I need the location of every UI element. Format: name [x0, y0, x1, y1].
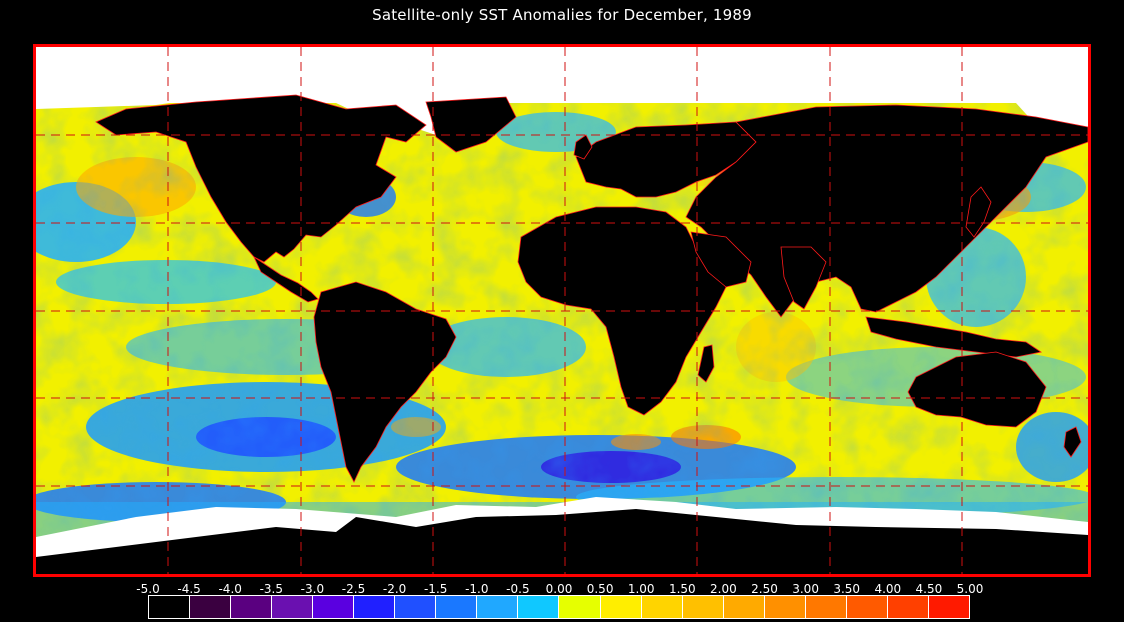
map-title: Satellite-only SST Anomalies for Decembe…	[372, 6, 752, 24]
india	[780, 246, 827, 310]
legend-tick-label: 1.50	[668, 582, 696, 596]
legend-tick-label: -0.5	[506, 582, 530, 596]
legend-swatch-7	[436, 596, 478, 618]
indonesia	[865, 316, 1043, 358]
legend-tick-label: -3.0	[300, 582, 325, 596]
legend-swatch-1	[190, 596, 232, 618]
legend-swatch-10	[559, 596, 601, 618]
legend-tick-label: -3.5	[259, 582, 284, 596]
legend-swatch-16	[805, 596, 847, 618]
antarctica	[36, 509, 1088, 574]
legend-tick-label: -4.0	[218, 582, 242, 596]
legend-swatch-14	[723, 596, 765, 618]
legend-tick-label: 0.50	[586, 582, 614, 596]
legend-tick-label: 2.50	[751, 582, 778, 596]
legend-swatch-18	[887, 596, 929, 618]
legend-swatch-0	[149, 596, 191, 618]
legend-swatch-9	[518, 596, 560, 618]
legend-swatch-12	[641, 596, 683, 618]
legend-tick-label: 3.50	[833, 582, 861, 596]
legend-tick-label: -2.0	[382, 582, 407, 596]
legend-swatch-19	[928, 596, 969, 618]
legend-swatch-17	[846, 596, 888, 618]
legend-tick-label: 2.00	[710, 582, 737, 596]
legend-tick-label: 0.00	[545, 582, 573, 596]
map-canvas	[36, 47, 1088, 574]
legend-swatch-3	[272, 596, 314, 618]
europe	[575, 121, 757, 198]
legend-swatch-15	[764, 596, 806, 618]
legend-tick-label: 3.00	[792, 582, 819, 596]
legend-swatch-4	[313, 596, 355, 618]
central-america	[253, 255, 319, 303]
australia	[907, 351, 1047, 428]
madagascar	[697, 344, 715, 383]
legend-swatch-8	[477, 596, 519, 618]
legend-tick-label: 4.00	[874, 582, 902, 596]
japan	[965, 186, 992, 238]
new-zealand	[1063, 426, 1082, 458]
greenland	[425, 96, 517, 153]
british-isles	[573, 134, 593, 160]
graticule	[36, 47, 1088, 574]
south-america	[313, 281, 457, 483]
legend-swatch-11	[600, 596, 642, 618]
legend-tick-label: 4.50	[915, 582, 943, 596]
legend-tick-label: -2.5	[341, 582, 366, 596]
legend-tick-label: -1.5	[423, 582, 448, 596]
legend-swatch-6	[395, 596, 437, 618]
legend-tick-label: -4.5	[177, 582, 201, 596]
legend-tick-label: 1.00	[627, 582, 655, 596]
legend-tick-label: 5.00	[956, 582, 984, 596]
arabian-peninsula	[690, 231, 752, 288]
legend-swatch-2	[231, 596, 273, 618]
legend-tick-label: -5.0	[136, 582, 160, 596]
legend-swatch-5	[354, 596, 396, 618]
colorbar	[148, 595, 970, 619]
sst-anomaly-map	[33, 44, 1091, 577]
legend-tick-label: -1.0	[465, 582, 489, 596]
north-america	[95, 94, 427, 263]
legend-swatch-13	[682, 596, 724, 618]
color-legend: -5.0 -4.5 -4.0 -3.5 -3.0 -2.5 -2.0 -1.5 -1.0 -0.5…	[0, 578, 1124, 622]
